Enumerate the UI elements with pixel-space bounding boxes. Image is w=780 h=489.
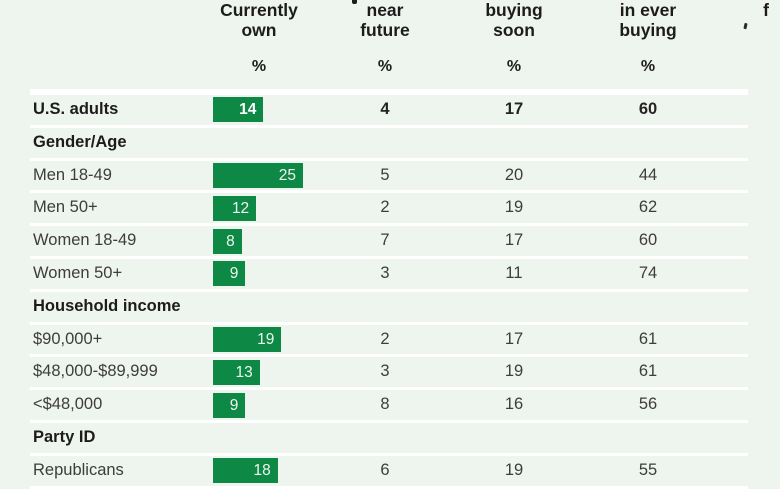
row-label: <$48,000 bbox=[33, 395, 103, 414]
data-row: Men 18-49 25 5 20 44 bbox=[30, 161, 748, 194]
cell-value: 20 bbox=[504, 165, 524, 184]
row-label: Republicans bbox=[33, 460, 124, 479]
cell-value: 56 bbox=[638, 395, 658, 414]
data-row: Republicans 18 6 19 55 bbox=[30, 456, 748, 489]
section-label: Gender/Age bbox=[33, 132, 127, 151]
cell-value: 19 bbox=[504, 362, 524, 381]
section-label: Party ID bbox=[33, 427, 96, 446]
bar-value: 13 bbox=[235, 363, 253, 381]
row-label: Women 50+ bbox=[33, 263, 123, 282]
row-label: $90,000+ bbox=[33, 329, 103, 348]
cell-value: 2 bbox=[380, 198, 390, 217]
cell-value: 74 bbox=[638, 263, 658, 282]
currently-own-bar: 18 bbox=[213, 458, 278, 484]
cell-value: 6 bbox=[380, 460, 390, 479]
cell-value: 19 bbox=[504, 460, 524, 479]
bar-value: 19 bbox=[257, 330, 275, 348]
cutoff-glyph-sliver bbox=[743, 22, 748, 30]
data-row: $90,000+ 19 2 17 61 bbox=[30, 325, 748, 358]
row-label: Women 18-49 bbox=[33, 231, 137, 250]
cell-value: 11 bbox=[505, 263, 523, 282]
section-row: Household income bbox=[30, 292, 748, 325]
column-unit-currently-own: % bbox=[251, 58, 267, 75]
bar-value: 8 bbox=[226, 232, 235, 250]
currently-own-bar: 12 bbox=[213, 195, 257, 221]
data-row: <$48,000 9 8 16 56 bbox=[30, 390, 748, 423]
cell-value: 8 bbox=[380, 395, 390, 414]
cell-value: 19 bbox=[504, 198, 524, 217]
cell-value: 4 bbox=[380, 100, 390, 118]
section-row: Party ID bbox=[30, 423, 748, 456]
column-header-buying-soon: buying soon bbox=[485, 0, 543, 40]
currently-own-bar: 19 bbox=[213, 326, 282, 352]
section-label: Household income bbox=[33, 296, 181, 315]
cell-value: 17 bbox=[504, 100, 524, 118]
row-label: $48,000-$89,999 bbox=[33, 362, 158, 381]
data-row: Women 18-49 8 7 17 60 bbox=[30, 226, 748, 259]
column-header-line: in ever bbox=[619, 0, 677, 20]
cell-value: 17 bbox=[504, 231, 524, 250]
demographic-bar-table: Currently own% near future% buying soon% in ev… bbox=[30, 0, 769, 489]
row-label: U.S. adults bbox=[33, 100, 119, 118]
column-header-near-future: near future bbox=[360, 0, 410, 40]
currently-own-bar: 8 bbox=[213, 228, 242, 254]
cell-value: 16 bbox=[504, 395, 524, 414]
bar-value: 9 bbox=[229, 396, 239, 414]
column-header-line: f bbox=[763, 0, 769, 20]
currently-own-bar: 13 bbox=[213, 359, 260, 385]
cell-value: 60 bbox=[638, 231, 658, 250]
currently-own-bar: 9 bbox=[213, 392, 246, 418]
column-unit-near-future: % bbox=[377, 58, 393, 75]
bar-value: 9 bbox=[229, 265, 239, 283]
column-header-truncated-right: f bbox=[763, 0, 769, 21]
cell-value: 44 bbox=[638, 165, 658, 184]
currently-own-bar: 14 bbox=[213, 97, 264, 123]
column-header-line: future bbox=[360, 19, 410, 40]
column-header-currently-own: Currently own bbox=[220, 0, 298, 40]
column-unit-in-ever-buying: % bbox=[640, 58, 656, 75]
row-label: Men 50+ bbox=[33, 198, 98, 217]
column-header-line: Currently bbox=[220, 0, 298, 20]
data-row: $48,000-$89,999 13 3 19 61 bbox=[30, 357, 748, 391]
column-unit-buying-soon: % bbox=[506, 58, 522, 75]
data-row: Men 50+ 12 2 19 62 bbox=[30, 193, 748, 227]
cell-value: 61 bbox=[638, 329, 658, 348]
column-header-in-ever-buying: in ever buying bbox=[619, 0, 677, 40]
rows-container: U.S. adults 14 4 17 60 Gender/Age Men 18-49 25 5… bbox=[30, 95, 748, 489]
column-header-line: buying bbox=[619, 19, 677, 40]
cutoff-descender-mark bbox=[352, 0, 357, 4]
cell-value: 61 bbox=[638, 362, 658, 381]
column-header-line: soon bbox=[493, 19, 535, 40]
bar-value: 25 bbox=[278, 166, 296, 184]
section-row: Gender/Age bbox=[30, 128, 748, 161]
cell-value: 62 bbox=[638, 198, 658, 217]
column-header-line: buying bbox=[485, 0, 543, 20]
data-row: Women 50+ 9 3 11 74 bbox=[30, 259, 748, 292]
header-separator bbox=[30, 89, 748, 95]
bar-value: 12 bbox=[231, 199, 250, 217]
data-row: U.S. adults 14 4 17 60 bbox=[30, 95, 748, 128]
cell-value: 17 bbox=[504, 329, 524, 348]
bar-value: 14 bbox=[239, 101, 257, 119]
cell-value: 7 bbox=[380, 231, 390, 250]
cell-value: 55 bbox=[638, 460, 658, 479]
cell-value: 2 bbox=[380, 329, 390, 348]
bar-value: 18 bbox=[253, 462, 271, 480]
cell-value: 3 bbox=[380, 263, 390, 282]
currently-own-bar: 9 bbox=[213, 261, 246, 287]
currently-own-bar: 25 bbox=[213, 162, 303, 188]
row-label: Men 18-49 bbox=[33, 165, 112, 184]
cell-value: 5 bbox=[380, 165, 390, 184]
cell-value: 60 bbox=[638, 100, 658, 118]
cell-value: 3 bbox=[380, 362, 390, 381]
column-header-line: own bbox=[241, 19, 277, 40]
column-header-line: near bbox=[366, 0, 404, 20]
